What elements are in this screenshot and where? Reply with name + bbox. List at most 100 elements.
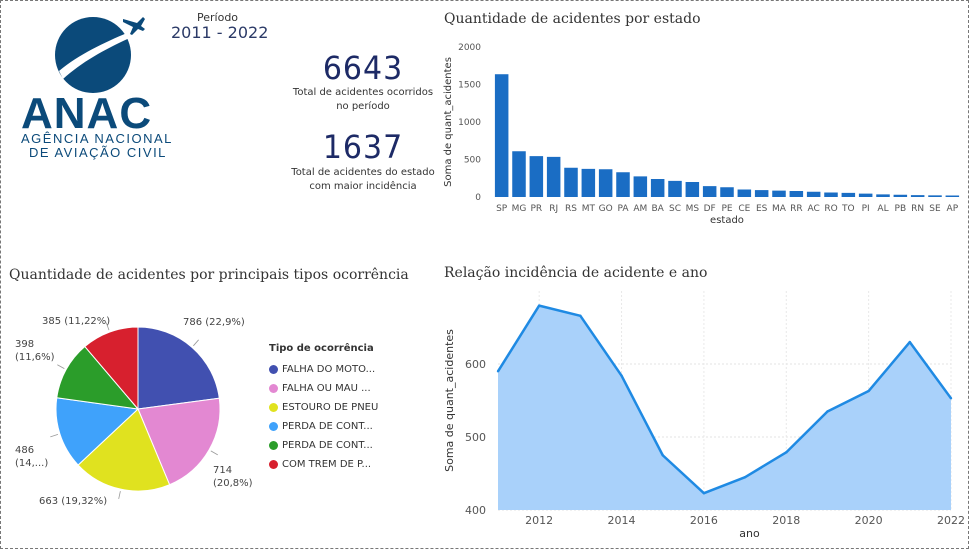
legend-color-dot [269, 365, 278, 374]
bar-pa[interactable] [616, 172, 630, 197]
pie-leader-line [57, 364, 65, 369]
legend-item[interactable]: ESTOURO DE PNEU [269, 398, 379, 417]
area-line[interactable] [496, 304, 953, 495]
bar-mg[interactable] [512, 151, 526, 197]
legend-label: FALHA DO MOTO... [282, 364, 376, 375]
bar-y-tick: 1000 [458, 118, 481, 128]
bar-x-tick: MA [772, 204, 787, 214]
pie-leader-line [105, 322, 110, 331]
pie-data-label: (11,6%) [15, 352, 55, 363]
area-point[interactable] [826, 410, 829, 413]
bar-ac[interactable] [806, 191, 821, 197]
period-value[interactable]: 2011 - 2022 [171, 23, 269, 42]
bar-rn[interactable] [910, 195, 925, 197]
bar-ba[interactable] [650, 179, 665, 197]
pie-slice[interactable] [84, 326, 139, 411]
top-state-accidents-label-line1: Total de acidentes do estado [291, 167, 435, 178]
pie-slice[interactable] [137, 397, 221, 486]
bar-ma[interactable] [772, 190, 786, 197]
legend-item[interactable]: PERDA DE CONT... [269, 417, 379, 436]
bar-x-tick: PE [721, 204, 732, 214]
area-point[interactable] [620, 374, 623, 377]
area-point[interactable] [867, 389, 870, 393]
area-point[interactable] [743, 475, 747, 479]
legend-item[interactable]: PERDA DE CONT... [269, 436, 379, 455]
bar-x-tick: AP [947, 204, 959, 214]
occurrence-pie-chart[interactable]: 786 (22,9%) 714 (20,8%) 663 (19,32%) 486 (14,… [1, 301, 266, 511]
legend-color-dot [269, 384, 278, 393]
legend-item[interactable]: FALHA OU MAU ... [269, 379, 379, 398]
bar-ro[interactable] [824, 192, 838, 198]
bar-rj[interactable] [546, 156, 561, 197]
bar-rs[interactable] [564, 167, 578, 197]
area-point[interactable] [579, 314, 582, 318]
legend-item[interactable]: COM TREM DE P... [269, 455, 379, 474]
area-x-tick: 2018 [772, 514, 800, 527]
bar-df[interactable] [702, 186, 717, 197]
area-y-tick: 600 [465, 358, 486, 371]
legend-title: Tipo de ocorrência [269, 343, 374, 354]
bar-ms[interactable] [685, 182, 700, 197]
area-point[interactable] [496, 370, 500, 373]
area-y-tick: 400 [465, 504, 486, 517]
area-point[interactable] [537, 304, 541, 307]
bar-x-tick: MT [582, 204, 596, 214]
bar-x-tick: ES [756, 204, 768, 214]
pie-slice[interactable] [77, 408, 171, 492]
bar-se[interactable] [928, 195, 942, 197]
bar-go[interactable] [598, 169, 613, 197]
bar-es[interactable] [754, 190, 769, 197]
bar-y-tick: 500 [464, 156, 481, 166]
area-point[interactable] [908, 340, 912, 344]
area-point[interactable] [702, 492, 706, 495]
legend-label: FALHA OU MAU ... [282, 383, 371, 394]
bar-y-tick: 1500 [458, 81, 481, 91]
bar-mt[interactable] [581, 168, 596, 197]
pie-legend: Tipo de ocorrência FALHA DO MOTO... FALHA… [269, 343, 379, 474]
bar-to[interactable] [841, 192, 856, 197]
area-point[interactable] [661, 454, 664, 457]
pie-slice[interactable] [55, 397, 140, 466]
bar-ap[interactable] [945, 195, 960, 198]
bar-x-tick: TO [841, 204, 855, 214]
legend-label: PERDA DE CONT... [282, 421, 373, 432]
bar-pr[interactable] [529, 156, 544, 197]
bar-x-tick: RR [790, 204, 803, 214]
bar-rr[interactable] [789, 191, 804, 197]
pie-data-label: 398 [15, 339, 34, 350]
area-y-axis-title: Soma de quant_acidentes [443, 329, 456, 472]
bar-al[interactable] [876, 194, 890, 197]
legend-label: COM TREM DE P... [282, 459, 372, 470]
pie-chart-title: Quantidade de acidentes por principais t… [9, 267, 409, 283]
bar-sp[interactable] [494, 74, 509, 197]
pie-slice[interactable] [137, 326, 220, 410]
area-x-tick: 2012 [525, 514, 553, 527]
bar-x-tick: AM [633, 204, 647, 214]
bar-am[interactable] [633, 176, 648, 197]
area-point[interactable] [785, 451, 788, 454]
state-bar-chart[interactable]: 0 500 1000 1500 2000 Soma de quant_acidentes S… [441, 33, 966, 229]
area-point[interactable] [949, 397, 953, 400]
anac-logo-icon [55, 17, 145, 93]
pie-data-label: 786 (22,9%) [183, 317, 245, 328]
year-area-chart[interactable]: 400 500 600 2012 2014 2016 2018 2020 2022 Soma de… [441, 281, 966, 543]
bar-sc[interactable] [668, 180, 682, 197]
logo-tagline-line2: DE AVIAÇÃO CIVIL [29, 145, 167, 160]
area-x-tick: 2020 [855, 514, 883, 527]
area-fill [498, 305, 951, 510]
pie-data-label: (14,...) [15, 458, 48, 469]
bar-x-tick: RO [824, 204, 837, 214]
area-chart-title: Relação incidência de acidente e ano [444, 265, 708, 281]
bar-x-tick: RN [911, 204, 924, 214]
bar-pe[interactable] [720, 187, 734, 197]
total-accidents-label: Total de acidentes ocorridos no período [273, 86, 453, 114]
bar-pi[interactable] [858, 193, 873, 197]
bar-ce[interactable] [737, 189, 752, 198]
logo-tagline-line1: AGÊNCIA NACIONAL [21, 131, 173, 146]
legend-item[interactable]: FALHA DO MOTO... [269, 360, 379, 379]
bar-pb[interactable] [893, 194, 908, 197]
top-state-accidents-label: Total de acidentes do estado com maior i… [273, 166, 453, 194]
legend-color-dot [269, 460, 278, 469]
legend-color-dot [269, 422, 278, 431]
legend-label: PERDA DE CONT... [282, 440, 373, 451]
